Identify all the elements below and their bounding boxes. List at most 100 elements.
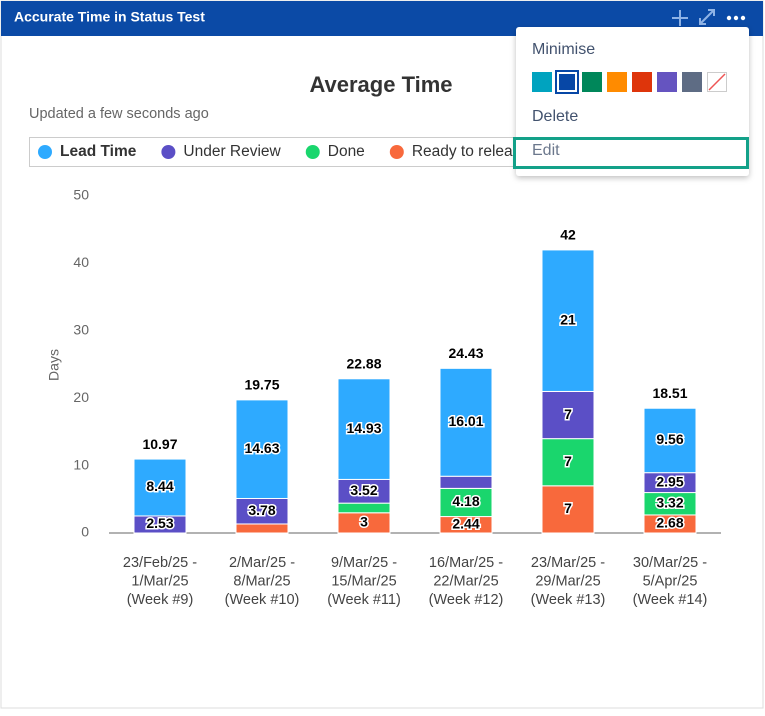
x-tick-line: 2/Mar/25 - bbox=[229, 555, 295, 571]
x-tick-line: (Week #10) bbox=[225, 592, 300, 608]
x-tick-label: 2/Mar/25 - 8/Mar/25 (Week #10) bbox=[225, 555, 300, 608]
x-tick-line: 15/Mar/25 bbox=[331, 573, 396, 589]
y-axis-label: Days bbox=[46, 349, 62, 381]
edit-highlight bbox=[513, 137, 749, 169]
data-label: 7 bbox=[564, 500, 572, 516]
x-tick-label: 23/Mar/25 - 29/Mar/25 (Week #13) bbox=[531, 555, 606, 608]
bar-segment bbox=[541, 485, 595, 534]
legend-marker bbox=[161, 145, 176, 159]
legend-label[interactable]: Under Review bbox=[183, 143, 281, 160]
color-swatch[interactable] bbox=[582, 72, 602, 92]
legend-marker bbox=[389, 145, 404, 159]
x-tick-line: 1/Mar/25 bbox=[131, 573, 188, 589]
data-label: 18.51 bbox=[652, 385, 687, 401]
x-tick-line: 9/Mar/25 - bbox=[331, 555, 397, 571]
x-tick-line: 23/Mar/25 - bbox=[531, 555, 605, 571]
data-label: 14.63 bbox=[244, 440, 279, 456]
header-title: Accurate Time in Status Test bbox=[14, 9, 205, 25]
x-tick-line: (Week #12) bbox=[429, 592, 504, 608]
data-label: 2.95 bbox=[656, 473, 683, 489]
swatch-slash bbox=[708, 73, 726, 91]
data-label: 4.18 bbox=[452, 493, 479, 509]
color-swatch[interactable] bbox=[559, 74, 575, 90]
data-label: 3.78 bbox=[248, 502, 275, 518]
bar-segment bbox=[439, 487, 493, 518]
x-tick-label: 30/Mar/25 - 5/Apr/25 (Week #14) bbox=[633, 555, 708, 608]
bar-segment bbox=[235, 523, 289, 534]
bar-segment bbox=[133, 458, 187, 517]
more-icon[interactable] bbox=[726, 15, 746, 21]
x-tick-line: 16/Mar/25 - bbox=[429, 555, 503, 571]
x-tick-line: (Week #14) bbox=[633, 592, 708, 608]
data-label: 42 bbox=[560, 227, 576, 243]
chart-subtitle: Updated a few seconds ago bbox=[29, 106, 209, 122]
y-tick-label: 50 bbox=[73, 187, 89, 203]
legend-label[interactable]: Ready to release bbox=[412, 143, 529, 160]
x-tick-label: 9/Mar/25 - 15/Mar/25 (Week #11) bbox=[327, 555, 401, 608]
bar-segment bbox=[439, 475, 493, 489]
bar-segment bbox=[235, 497, 289, 525]
x-tick-line: 29/Mar/25 bbox=[535, 573, 600, 589]
data-label: 10.97 bbox=[142, 436, 177, 452]
data-label: 2.44 bbox=[452, 515, 479, 531]
data-label: 9.56 bbox=[656, 431, 683, 447]
data-label: 16.01 bbox=[448, 413, 483, 429]
y-tick-label: 0 bbox=[81, 524, 89, 540]
menu-item[interactable]: Edit bbox=[532, 142, 560, 159]
menu-item[interactable]: Minimise bbox=[532, 41, 595, 58]
chart-title: Average Time bbox=[309, 72, 452, 97]
data-label: 3.32 bbox=[656, 494, 683, 510]
bar-segment bbox=[337, 378, 391, 480]
legend-marker bbox=[38, 145, 52, 159]
x-tick-line: (Week #13) bbox=[531, 592, 606, 608]
data-label: 3 bbox=[360, 514, 368, 530]
data-label: 22.88 bbox=[346, 355, 381, 371]
bar-segment bbox=[541, 249, 595, 392]
data-label: 24.43 bbox=[448, 345, 483, 361]
y-tick-label: 10 bbox=[73, 456, 89, 472]
bar-segment bbox=[643, 407, 697, 474]
legend: Lead Time Under Review Done Ready to releas… bbox=[38, 143, 529, 160]
x-tick-label: 16/Mar/25 - 22/Mar/25 (Week #12) bbox=[429, 555, 504, 608]
bar-segment bbox=[235, 399, 289, 499]
move-icon[interactable] bbox=[672, 10, 688, 26]
y-tick-label: 40 bbox=[73, 254, 89, 270]
data-label: 7 bbox=[564, 406, 572, 422]
menu-item[interactable]: Delete bbox=[532, 108, 578, 125]
color-swatch[interactable] bbox=[607, 72, 627, 92]
x-tick-line: 8/Mar/25 bbox=[233, 573, 290, 589]
x-tick-line: (Week #11) bbox=[327, 592, 401, 608]
data-label: 2.68 bbox=[656, 515, 683, 531]
color-swatch[interactable] bbox=[657, 72, 677, 92]
color-swatch[interactable] bbox=[632, 72, 652, 92]
data-label: 2.53 bbox=[146, 515, 173, 531]
bar-segment bbox=[541, 438, 595, 487]
data-label: 21 bbox=[560, 311, 576, 327]
legend-box bbox=[29, 137, 549, 167]
x-tick-line: 23/Feb/25 - bbox=[123, 555, 197, 571]
x-tick-label: 23/Feb/25 - 1/Mar/25 (Week #9) bbox=[123, 555, 197, 608]
x-tick-line: 22/Mar/25 bbox=[433, 573, 498, 589]
data-label: 7 bbox=[564, 453, 572, 469]
bar-segment bbox=[337, 502, 391, 514]
legend-label[interactable]: Done bbox=[328, 143, 365, 160]
y-tick-label: 30 bbox=[73, 322, 89, 338]
menu: Minimise Delete Edit bbox=[513, 27, 749, 176]
data-label: 3.52 bbox=[350, 482, 377, 498]
y-tick-label: 20 bbox=[73, 389, 89, 405]
x-tick-line: 30/Mar/25 - bbox=[633, 555, 707, 571]
expand-icon[interactable] bbox=[699, 9, 715, 25]
data-label: 14.93 bbox=[346, 420, 381, 436]
x-tick-line: 5/Apr/25 bbox=[643, 573, 698, 589]
legend-marker bbox=[305, 145, 320, 159]
data-label: 19.75 bbox=[244, 377, 279, 393]
color-swatch[interactable] bbox=[532, 72, 552, 92]
x-tick-line: (Week #9) bbox=[127, 592, 194, 608]
color-swatch[interactable] bbox=[682, 72, 702, 92]
legend-label[interactable]: Lead Time bbox=[60, 143, 137, 160]
bar-segment bbox=[439, 367, 493, 477]
data-label: 8.44 bbox=[146, 478, 173, 494]
